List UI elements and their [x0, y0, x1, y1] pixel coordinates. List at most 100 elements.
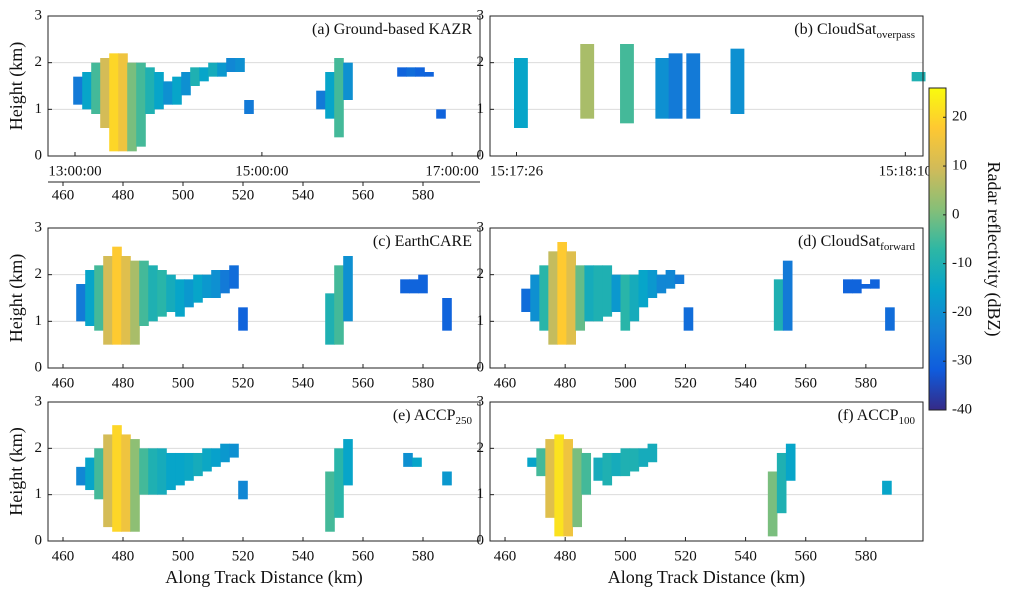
reflectivity-column — [776, 452, 787, 514]
reflectivity-column — [220, 443, 230, 463]
plot-frame — [47, 401, 481, 542]
x-tick-label: 520 — [674, 548, 697, 564]
reflectivity-column — [190, 67, 200, 86]
reflectivity-column — [109, 53, 119, 152]
x-tick-label: 460 — [52, 548, 75, 564]
reflectivity-column — [103, 434, 113, 528]
x2-tick-label: 13:00:00 — [48, 163, 101, 179]
x-tick-label: 520 — [232, 375, 255, 391]
colorbar-tick-label: 20 — [952, 109, 967, 125]
y-tick-label: 2 — [35, 266, 43, 282]
x-tick-label: 580 — [855, 548, 878, 564]
reflectivity-column — [184, 279, 194, 308]
reflectivity-column — [103, 256, 113, 345]
reflectivity-column — [199, 67, 209, 82]
y-tick-label: 0 — [477, 147, 485, 163]
reflectivity-column — [220, 270, 230, 294]
reflectivity-column — [325, 72, 335, 119]
reflectivity-column — [73, 76, 83, 105]
reflectivity-column — [325, 293, 335, 345]
reflectivity-column — [175, 452, 185, 486]
x-tick-label: 500 — [172, 375, 195, 391]
y-tick-label: 2 — [35, 54, 43, 70]
reflectivity-column — [530, 274, 540, 322]
reflectivity-column — [584, 265, 595, 322]
reflectivity-column — [238, 480, 248, 500]
reflectivity-column — [397, 67, 407, 77]
reflectivity-column — [202, 274, 212, 298]
x2-tick-label: 15:00:00 — [235, 163, 288, 179]
colorbar-tick-label: 0 — [952, 206, 960, 222]
reflectivity-column — [572, 448, 583, 528]
reflectivity-column — [175, 279, 185, 317]
panel-title-subscript: 250 — [456, 415, 473, 427]
reflectivity-column — [238, 307, 248, 331]
reflectivity-column — [773, 279, 784, 331]
reflectivity-column — [193, 274, 203, 303]
colorbar-label: Radar reflectivity (dBZ) — [983, 162, 1004, 337]
reflectivity-column — [436, 109, 446, 119]
reflectivity-column — [94, 448, 104, 500]
x2-tick-label: 17:00:00 — [425, 163, 478, 179]
reflectivity-column — [157, 448, 167, 495]
y-tick-label: 0 — [35, 532, 43, 548]
plot-frame — [47, 15, 481, 157]
panel-title-text: (e) ACCP — [393, 407, 456, 424]
x-tick-label: 460 — [52, 375, 75, 391]
reflectivity-column — [100, 58, 110, 128]
x-tick-label: 500 — [172, 548, 195, 564]
reflectivity-column — [229, 443, 239, 458]
reflectivity-column — [94, 265, 104, 331]
reflectivity-column — [76, 284, 86, 322]
reflectivity-column — [139, 260, 149, 326]
reflectivity-column — [343, 62, 353, 100]
x-tick-label: 540 — [734, 548, 757, 564]
reflectivity-column — [343, 256, 353, 322]
reflectivity-column — [184, 452, 194, 481]
y-tick-label: 1 — [477, 313, 485, 329]
x-tick-label: 460 — [494, 375, 517, 391]
reflectivity-column — [139, 448, 149, 495]
reflectivity-column — [767, 471, 778, 537]
plot-frame — [489, 227, 924, 369]
reflectivity-column — [554, 434, 564, 537]
reflectivity-column — [545, 439, 555, 518]
reflectivity-column — [181, 72, 191, 96]
x-tick-label: 540 — [292, 187, 315, 203]
reflectivity-column — [647, 443, 658, 463]
reflectivity-column — [870, 279, 880, 289]
x-tick-label: 460 — [52, 187, 75, 203]
reflectivity-column — [415, 67, 425, 77]
reflectivity-column — [316, 90, 326, 110]
reflectivity-column — [548, 251, 558, 345]
reflectivity-column — [334, 58, 344, 138]
y-axis-label: Height (km) — [6, 42, 27, 130]
reflectivity-column — [244, 100, 254, 114]
panel-title-text: (d) CloudSat — [798, 233, 881, 250]
panel-title: (b) CloudSatoverpass — [794, 21, 915, 41]
reflectivity-column — [118, 53, 128, 152]
reflectivity-column — [581, 452, 592, 495]
reflectivity-column — [154, 72, 164, 110]
reflectivity-column — [885, 307, 895, 331]
reflectivity-column — [418, 274, 428, 294]
panel-title-subscript: overpass — [877, 29, 916, 41]
reflectivity-column — [208, 62, 218, 77]
y-tick-label: 2 — [35, 440, 43, 456]
reflectivity-column — [91, 62, 101, 114]
reflectivity-column — [325, 471, 335, 532]
reflectivity-column — [655, 58, 670, 119]
reflectivity-column — [406, 67, 416, 77]
colorbar — [928, 87, 947, 411]
y-tick-label: 3 — [477, 219, 485, 235]
reflectivity-column — [229, 265, 239, 289]
reflectivity-column — [157, 270, 167, 317]
reflectivity-column — [785, 443, 796, 481]
reflectivity-column — [629, 274, 640, 322]
reflectivity-column — [611, 274, 622, 312]
reflectivity-column — [861, 284, 871, 289]
x-tick-label: 560 — [352, 187, 375, 203]
reflectivity-column — [668, 53, 683, 119]
reflectivity-column — [602, 265, 613, 317]
reflectivity-column — [442, 298, 452, 331]
